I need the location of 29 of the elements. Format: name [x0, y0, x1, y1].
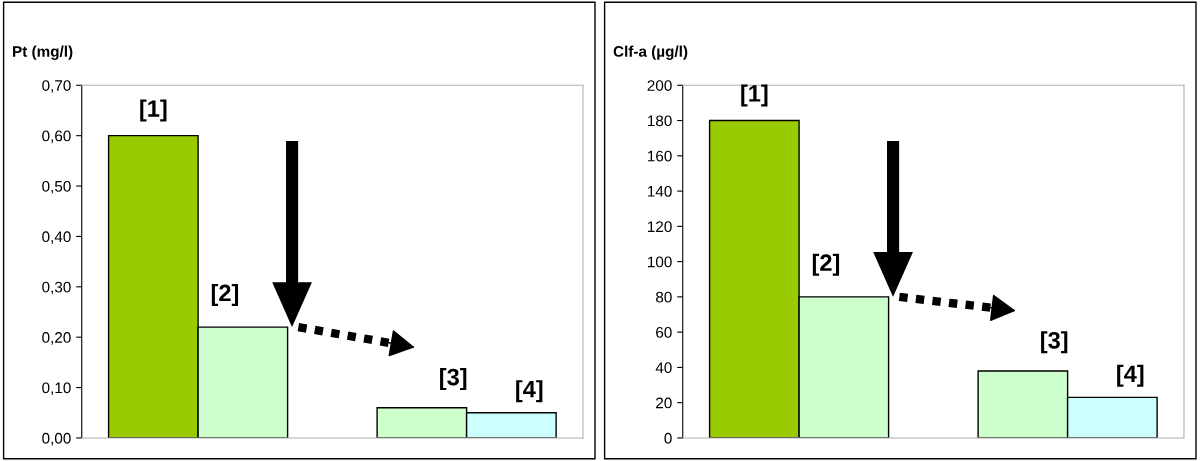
y-tick-label: 180	[648, 115, 672, 127]
y-tick-label: 0,40	[42, 231, 71, 244]
y-tick-label: 0,30	[42, 281, 71, 295]
annotation: [1]	[741, 84, 768, 107]
y-tick-label: 80	[655, 291, 672, 303]
y-tick-label: 20	[656, 397, 672, 409]
y-tick-label: 120	[648, 221, 672, 233]
y-tick-label: 40	[655, 362, 672, 374]
y-tick-label: 0	[664, 432, 672, 444]
y-axis-title: Pt (mg/l)	[13, 45, 73, 60]
annotation: [4]	[516, 380, 543, 403]
y-tick-label: 0,70	[42, 80, 71, 93]
annotation: [3]	[440, 368, 467, 391]
annotation: [1]	[140, 99, 167, 122]
y-tick-label: 140	[648, 185, 672, 197]
y-tick-label: 0,60	[42, 130, 71, 144]
y-tick-label: 0,10	[42, 382, 71, 396]
y-tick-label: 60	[656, 327, 672, 338]
y-tick-label: 160	[648, 150, 672, 162]
y-tick-label: 100	[648, 256, 672, 268]
y-tick-label: 0,00	[42, 432, 71, 446]
annotation: [4]	[1117, 364, 1144, 387]
annotation: [2]	[211, 283, 239, 306]
annotation: [2]	[812, 253, 840, 276]
annotation: [3]	[1041, 331, 1068, 354]
y-tick-label: 0,20	[42, 332, 71, 345]
y-axis-title: Clf-a (µg/l)	[613, 45, 688, 60]
y-tick-label: 0,50	[42, 180, 71, 194]
y-tick-label: 200	[647, 80, 672, 91]
